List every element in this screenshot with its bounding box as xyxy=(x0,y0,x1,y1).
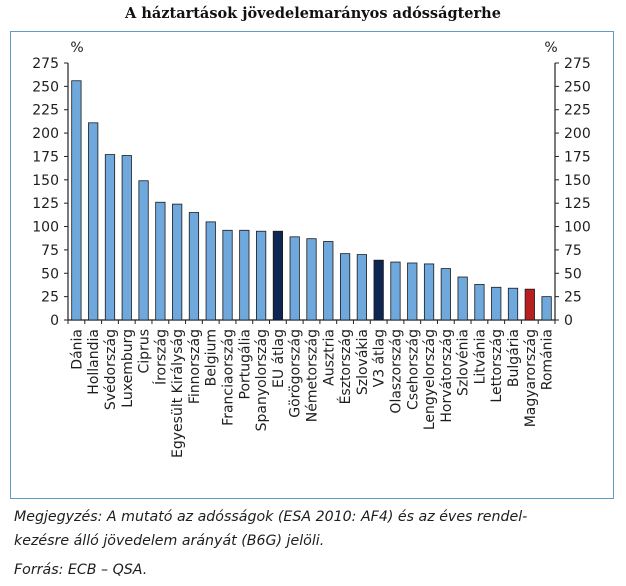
category-label-10: Franciaország xyxy=(221,329,237,426)
y-tick-label-right: 150 xyxy=(564,173,591,189)
chart-source: Forrás: ECB – QSA. xyxy=(14,562,148,578)
y-tick-label-left: 75 xyxy=(41,243,59,259)
category-label-1: Dánia xyxy=(69,329,85,370)
bar-3 xyxy=(104,154,116,321)
bar-15 xyxy=(306,238,317,321)
bar-28 xyxy=(524,288,535,321)
category-label-4: Luxemburg xyxy=(120,329,136,408)
y-tick-label-left: 25 xyxy=(41,290,59,306)
category-label-6: Írország xyxy=(152,329,169,385)
category-label-15: Németország xyxy=(305,329,321,422)
bar-22 xyxy=(423,263,435,321)
category-label-28: Magyarország xyxy=(523,329,539,427)
category-label-25: Litvánia xyxy=(472,329,488,384)
category-label-29: Románia xyxy=(540,329,556,390)
category-label-18: Szlovákia xyxy=(355,329,371,395)
bar-25 xyxy=(474,284,485,321)
bar-23 xyxy=(440,268,451,321)
chart-note-line-1: Megjegyzés: A mutató az adósságok (ESA 2… xyxy=(14,509,528,525)
y-tick-label-left: 125 xyxy=(32,196,59,212)
bar-2 xyxy=(88,122,99,321)
category-label-23: Horvátország xyxy=(439,329,455,423)
category-label-11: Portugália xyxy=(237,329,253,399)
y-tick-label-left: 100 xyxy=(32,220,59,236)
chart-note-line-2: kezésre álló jövedelem arányát (B6G) jel… xyxy=(14,533,325,549)
y-tick-label-right: 50 xyxy=(564,266,582,282)
category-label-5: Ciprus xyxy=(137,329,153,373)
category-label-19: V3 átlag xyxy=(372,329,388,387)
y-tick-label-left: 0 xyxy=(50,313,59,329)
y-tick-label-left: 200 xyxy=(32,126,59,142)
bar-21 xyxy=(407,262,418,321)
category-label-21: Csehország xyxy=(405,329,421,410)
bar-12 xyxy=(256,230,267,321)
category-label-3: Svédország xyxy=(103,329,119,410)
category-label-13: EU átlag xyxy=(271,329,287,388)
y-tick-label-right: 275 xyxy=(564,56,591,72)
bar-11 xyxy=(239,229,250,321)
bar-18 xyxy=(356,254,367,321)
bar-27 xyxy=(507,287,519,321)
bar-19 xyxy=(373,259,384,321)
category-label-7: Egyesült Királyság xyxy=(170,329,186,458)
y-tick-label-right: 125 xyxy=(564,196,591,212)
y-tick-label-right: 175 xyxy=(564,149,591,165)
category-label-26: Lettország xyxy=(489,329,505,403)
bar-9 xyxy=(205,221,216,321)
bar-13 xyxy=(272,230,284,321)
y-tick-label-left: 225 xyxy=(32,103,59,119)
bar-chart: 0 0 25 25 50 50 75 75 100 100 125 125 150 150 175 175 20… xyxy=(32,40,591,458)
bar-14 xyxy=(289,236,300,321)
y-tick-label-right: 100 xyxy=(564,220,591,236)
y-axis-unit-right: % xyxy=(544,40,557,56)
bar-8 xyxy=(188,212,200,321)
y-axis-unit-left: % xyxy=(70,40,83,56)
y-tick-label-left: 150 xyxy=(32,173,59,189)
category-label-12: Spanyolország xyxy=(254,329,270,431)
category-label-20: Olaszország xyxy=(388,329,404,414)
y-tick-label-right: 0 xyxy=(564,313,573,329)
y-tick-label-left: 275 xyxy=(32,56,59,72)
bar-6 xyxy=(155,201,166,321)
y-tick-label-right: 75 xyxy=(564,243,582,259)
category-label-27: Bulgária xyxy=(506,329,522,387)
category-label-16: Ausztria xyxy=(321,329,337,386)
bar-16 xyxy=(323,241,334,321)
category-label-22: Lengyelország xyxy=(422,329,438,430)
bar-24 xyxy=(457,276,468,321)
bar-4 xyxy=(121,155,132,321)
category-label-17: Észtország xyxy=(337,329,354,404)
chart-title: A háztartások jövedelemarányos adósságte… xyxy=(125,5,501,22)
category-label-9: Belgium xyxy=(204,329,220,386)
y-tick-label-left: 250 xyxy=(32,79,59,95)
bar-7 xyxy=(172,203,183,321)
y-tick-label-left: 50 xyxy=(41,266,59,282)
category-label-24: Szlovénia xyxy=(456,329,472,396)
chart-frame xyxy=(10,31,614,499)
y-tick-label-right: 225 xyxy=(564,103,591,119)
bar-10 xyxy=(222,229,233,321)
y-tick-label-left: 175 xyxy=(32,149,59,165)
bar-26 xyxy=(491,286,502,321)
bar-29 xyxy=(541,296,552,321)
category-label-2: Hollandia xyxy=(86,329,102,395)
y-tick-label-right: 25 xyxy=(564,290,582,306)
category-label-8: Finnország xyxy=(187,329,203,404)
bar-17 xyxy=(339,253,351,321)
bar-1 xyxy=(71,80,82,321)
bar-20 xyxy=(390,261,401,321)
y-tick-label-right: 200 xyxy=(564,126,591,142)
category-label-14: Görögország xyxy=(288,329,304,418)
bar-5 xyxy=(138,180,149,321)
y-tick-label-right: 250 xyxy=(564,79,591,95)
